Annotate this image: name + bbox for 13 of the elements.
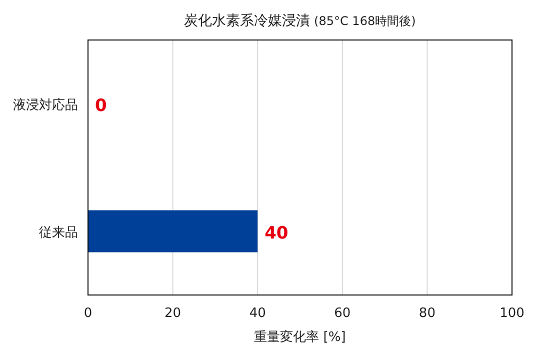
x-tick-label: 20 bbox=[164, 306, 182, 321]
x-tick-label: 40 bbox=[249, 306, 266, 321]
data-label: 0 bbox=[95, 96, 107, 116]
y-tick-label: 従来品 bbox=[39, 225, 78, 240]
x-tick-label: 0 bbox=[84, 306, 92, 321]
x-tick-label: 100 bbox=[500, 306, 524, 321]
x-tick-label: 60 bbox=[334, 306, 351, 321]
x-tick-label: 80 bbox=[418, 306, 436, 321]
chart-title: 炭化水素系冷媒浸漬 bbox=[184, 13, 310, 29]
data-label: 40 bbox=[264, 223, 288, 244]
y-tick-label: 液浸対応品 bbox=[13, 96, 78, 113]
x-axis-title: 重量変化率 [%] bbox=[254, 329, 346, 345]
chart-subtitle: (85°C 168時間後) bbox=[310, 14, 416, 28]
